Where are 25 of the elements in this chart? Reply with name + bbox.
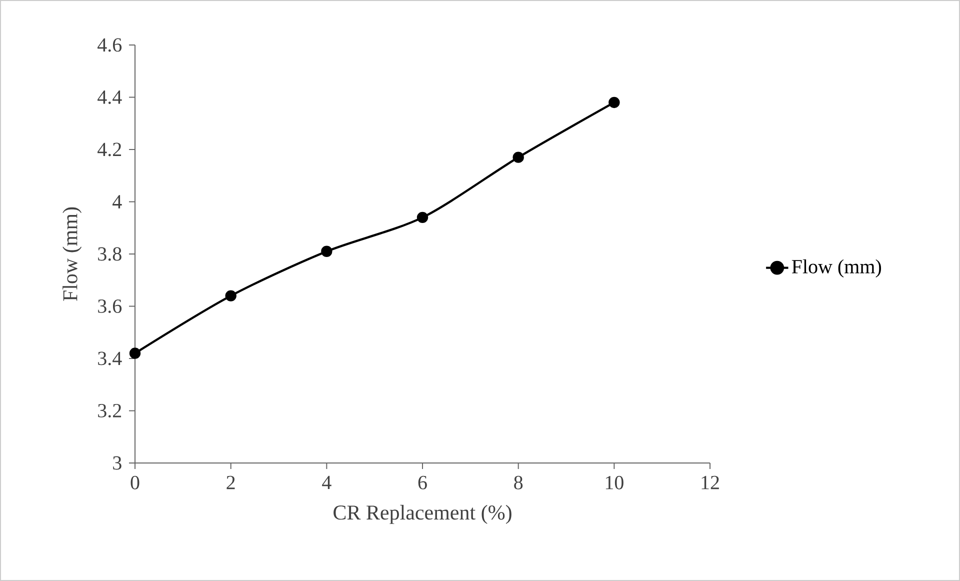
y-tick-label: 4.4 bbox=[98, 90, 122, 104]
x-axis-title: CR Replacement (%) bbox=[334, 504, 512, 524]
y-tick-label: 4 bbox=[112, 195, 122, 208]
y-tick-label: 3.6 bbox=[98, 299, 122, 314]
legend-label: Flow (mm) bbox=[792, 259, 882, 278]
point bbox=[416, 212, 428, 224]
x-tick-label: 6 bbox=[418, 476, 427, 490]
y-tick-label: 3.2 bbox=[98, 404, 122, 418]
point bbox=[225, 290, 236, 302]
x-tick-label: 10 bbox=[606, 476, 624, 490]
x-tick-label: 12 bbox=[702, 476, 719, 490]
y-tick-label: 3 bbox=[113, 456, 122, 470]
y-tick-label: 3.4 bbox=[98, 352, 122, 366]
y-tick-label: 3.8 bbox=[98, 247, 122, 261]
point bbox=[129, 348, 141, 359]
point bbox=[608, 96, 620, 108]
y-tick-label: 4.2 bbox=[98, 142, 122, 156]
x-tick-label: 4 bbox=[322, 476, 332, 490]
y-axis-title: Flow (mm) bbox=[62, 207, 82, 301]
x-tick-label: 0 bbox=[130, 476, 140, 490]
x-tick-label: 8 bbox=[514, 476, 523, 490]
x-tick-label: 2 bbox=[226, 476, 235, 490]
y-tick-label: 4.6 bbox=[98, 38, 122, 52]
point bbox=[321, 246, 332, 257]
point bbox=[512, 152, 524, 163]
